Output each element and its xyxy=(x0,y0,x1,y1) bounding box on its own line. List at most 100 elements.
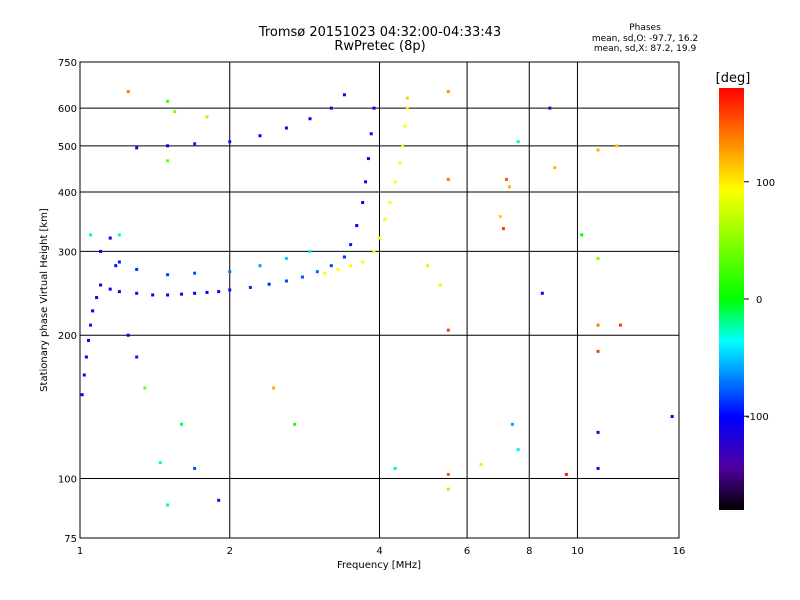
data-point xyxy=(342,93,346,97)
y-axis-ticks: 75 100 200 300 400 500 600 750 xyxy=(58,58,77,545)
data-point xyxy=(329,106,333,110)
data-point xyxy=(479,463,483,467)
data-point xyxy=(193,466,197,470)
y-tick-label: 200 xyxy=(58,331,77,342)
data-point xyxy=(126,90,130,94)
data-point xyxy=(205,290,209,294)
data-point xyxy=(446,90,450,94)
data-point xyxy=(372,249,376,253)
data-point xyxy=(504,177,508,181)
data-point xyxy=(300,275,304,279)
data-point xyxy=(95,296,99,300)
data-point xyxy=(378,236,381,240)
y-tick-label: 500 xyxy=(58,142,77,153)
data-point xyxy=(308,249,312,253)
data-point xyxy=(596,466,600,470)
data-point xyxy=(596,430,600,434)
data-point xyxy=(670,414,674,418)
x-tick-label: 4 xyxy=(376,546,382,557)
data-point xyxy=(114,264,118,268)
plot-border xyxy=(79,61,680,539)
data-point xyxy=(217,498,221,502)
data-point xyxy=(383,218,387,222)
data-point xyxy=(446,328,450,332)
data-point xyxy=(217,290,221,294)
y-axis-label: Stationary phase Virtual Height [km] xyxy=(39,208,50,392)
data-point xyxy=(372,106,376,110)
data-point xyxy=(166,99,170,103)
data-point xyxy=(498,215,502,219)
data-point xyxy=(364,180,368,184)
data-point xyxy=(401,144,405,148)
data-point xyxy=(336,267,340,271)
data-point xyxy=(596,323,600,327)
colorbar-tick-label: -100 xyxy=(746,412,769,423)
data-point xyxy=(369,132,373,136)
data-point xyxy=(446,472,450,476)
data-point xyxy=(99,249,103,253)
data-point xyxy=(166,503,170,507)
data-point xyxy=(193,142,197,146)
y-tick-label: 300 xyxy=(58,247,77,258)
data-point xyxy=(135,355,139,359)
data-point xyxy=(596,148,600,152)
data-point xyxy=(501,227,505,231)
chart-title: Tromsø 20151023 04:32:00-04:33:43 xyxy=(258,25,502,40)
x-axis-label: Frequency [MHz] xyxy=(337,560,421,571)
data-point xyxy=(507,185,511,189)
stats-o-line: mean, sd,O: -97.7, 16.2 xyxy=(591,34,699,44)
data-point xyxy=(135,146,139,150)
x-tick-label: 8 xyxy=(526,546,532,557)
data-point xyxy=(516,140,520,144)
data-point xyxy=(82,373,86,377)
data-point xyxy=(438,283,442,287)
data-point xyxy=(361,201,365,205)
x-axis-ticks: 1 2 4 6 8 10 16 xyxy=(77,546,686,557)
data-point xyxy=(151,293,155,297)
data-point xyxy=(228,140,232,144)
colorbar-ticks: 100 0 -100 xyxy=(744,178,775,423)
y-tick-label: 75 xyxy=(64,534,77,545)
data-point xyxy=(329,264,333,268)
data-point xyxy=(108,287,112,291)
data-points xyxy=(80,90,674,507)
stats-heading: Phases xyxy=(629,23,661,33)
data-point xyxy=(267,282,271,286)
data-point xyxy=(393,466,397,470)
data-point xyxy=(540,291,544,295)
data-point xyxy=(596,256,600,260)
data-point xyxy=(393,180,397,184)
data-point xyxy=(284,279,288,283)
data-point xyxy=(166,159,170,163)
data-point xyxy=(117,260,121,264)
data-point xyxy=(355,224,359,228)
data-point xyxy=(166,293,170,297)
data-point xyxy=(158,461,162,465)
data-point xyxy=(446,177,450,181)
data-point xyxy=(349,243,353,247)
data-point xyxy=(322,271,326,275)
data-point xyxy=(84,355,88,359)
data-point xyxy=(349,264,353,268)
data-point xyxy=(135,291,139,295)
colorbar xyxy=(719,88,744,510)
stats-x-line: mean, sd,X: 87.2, 19.9 xyxy=(593,44,697,54)
data-point xyxy=(405,106,409,110)
chart-subtitle: RwPretec (8p) xyxy=(334,39,426,54)
plot-frame xyxy=(79,61,680,539)
data-point xyxy=(426,264,430,268)
colorbar-tick-label: 100 xyxy=(756,178,775,189)
data-point xyxy=(308,117,312,121)
data-point xyxy=(143,386,147,390)
data-point xyxy=(117,233,121,237)
grid-lines xyxy=(80,62,679,538)
data-point xyxy=(342,255,346,259)
data-point xyxy=(258,134,262,138)
data-point xyxy=(366,157,370,161)
data-point xyxy=(510,422,514,426)
data-point xyxy=(91,309,95,313)
data-point xyxy=(580,233,584,237)
data-point xyxy=(553,166,557,170)
y-tick-label: 750 xyxy=(58,58,77,69)
x-tick-label: 16 xyxy=(673,546,686,557)
